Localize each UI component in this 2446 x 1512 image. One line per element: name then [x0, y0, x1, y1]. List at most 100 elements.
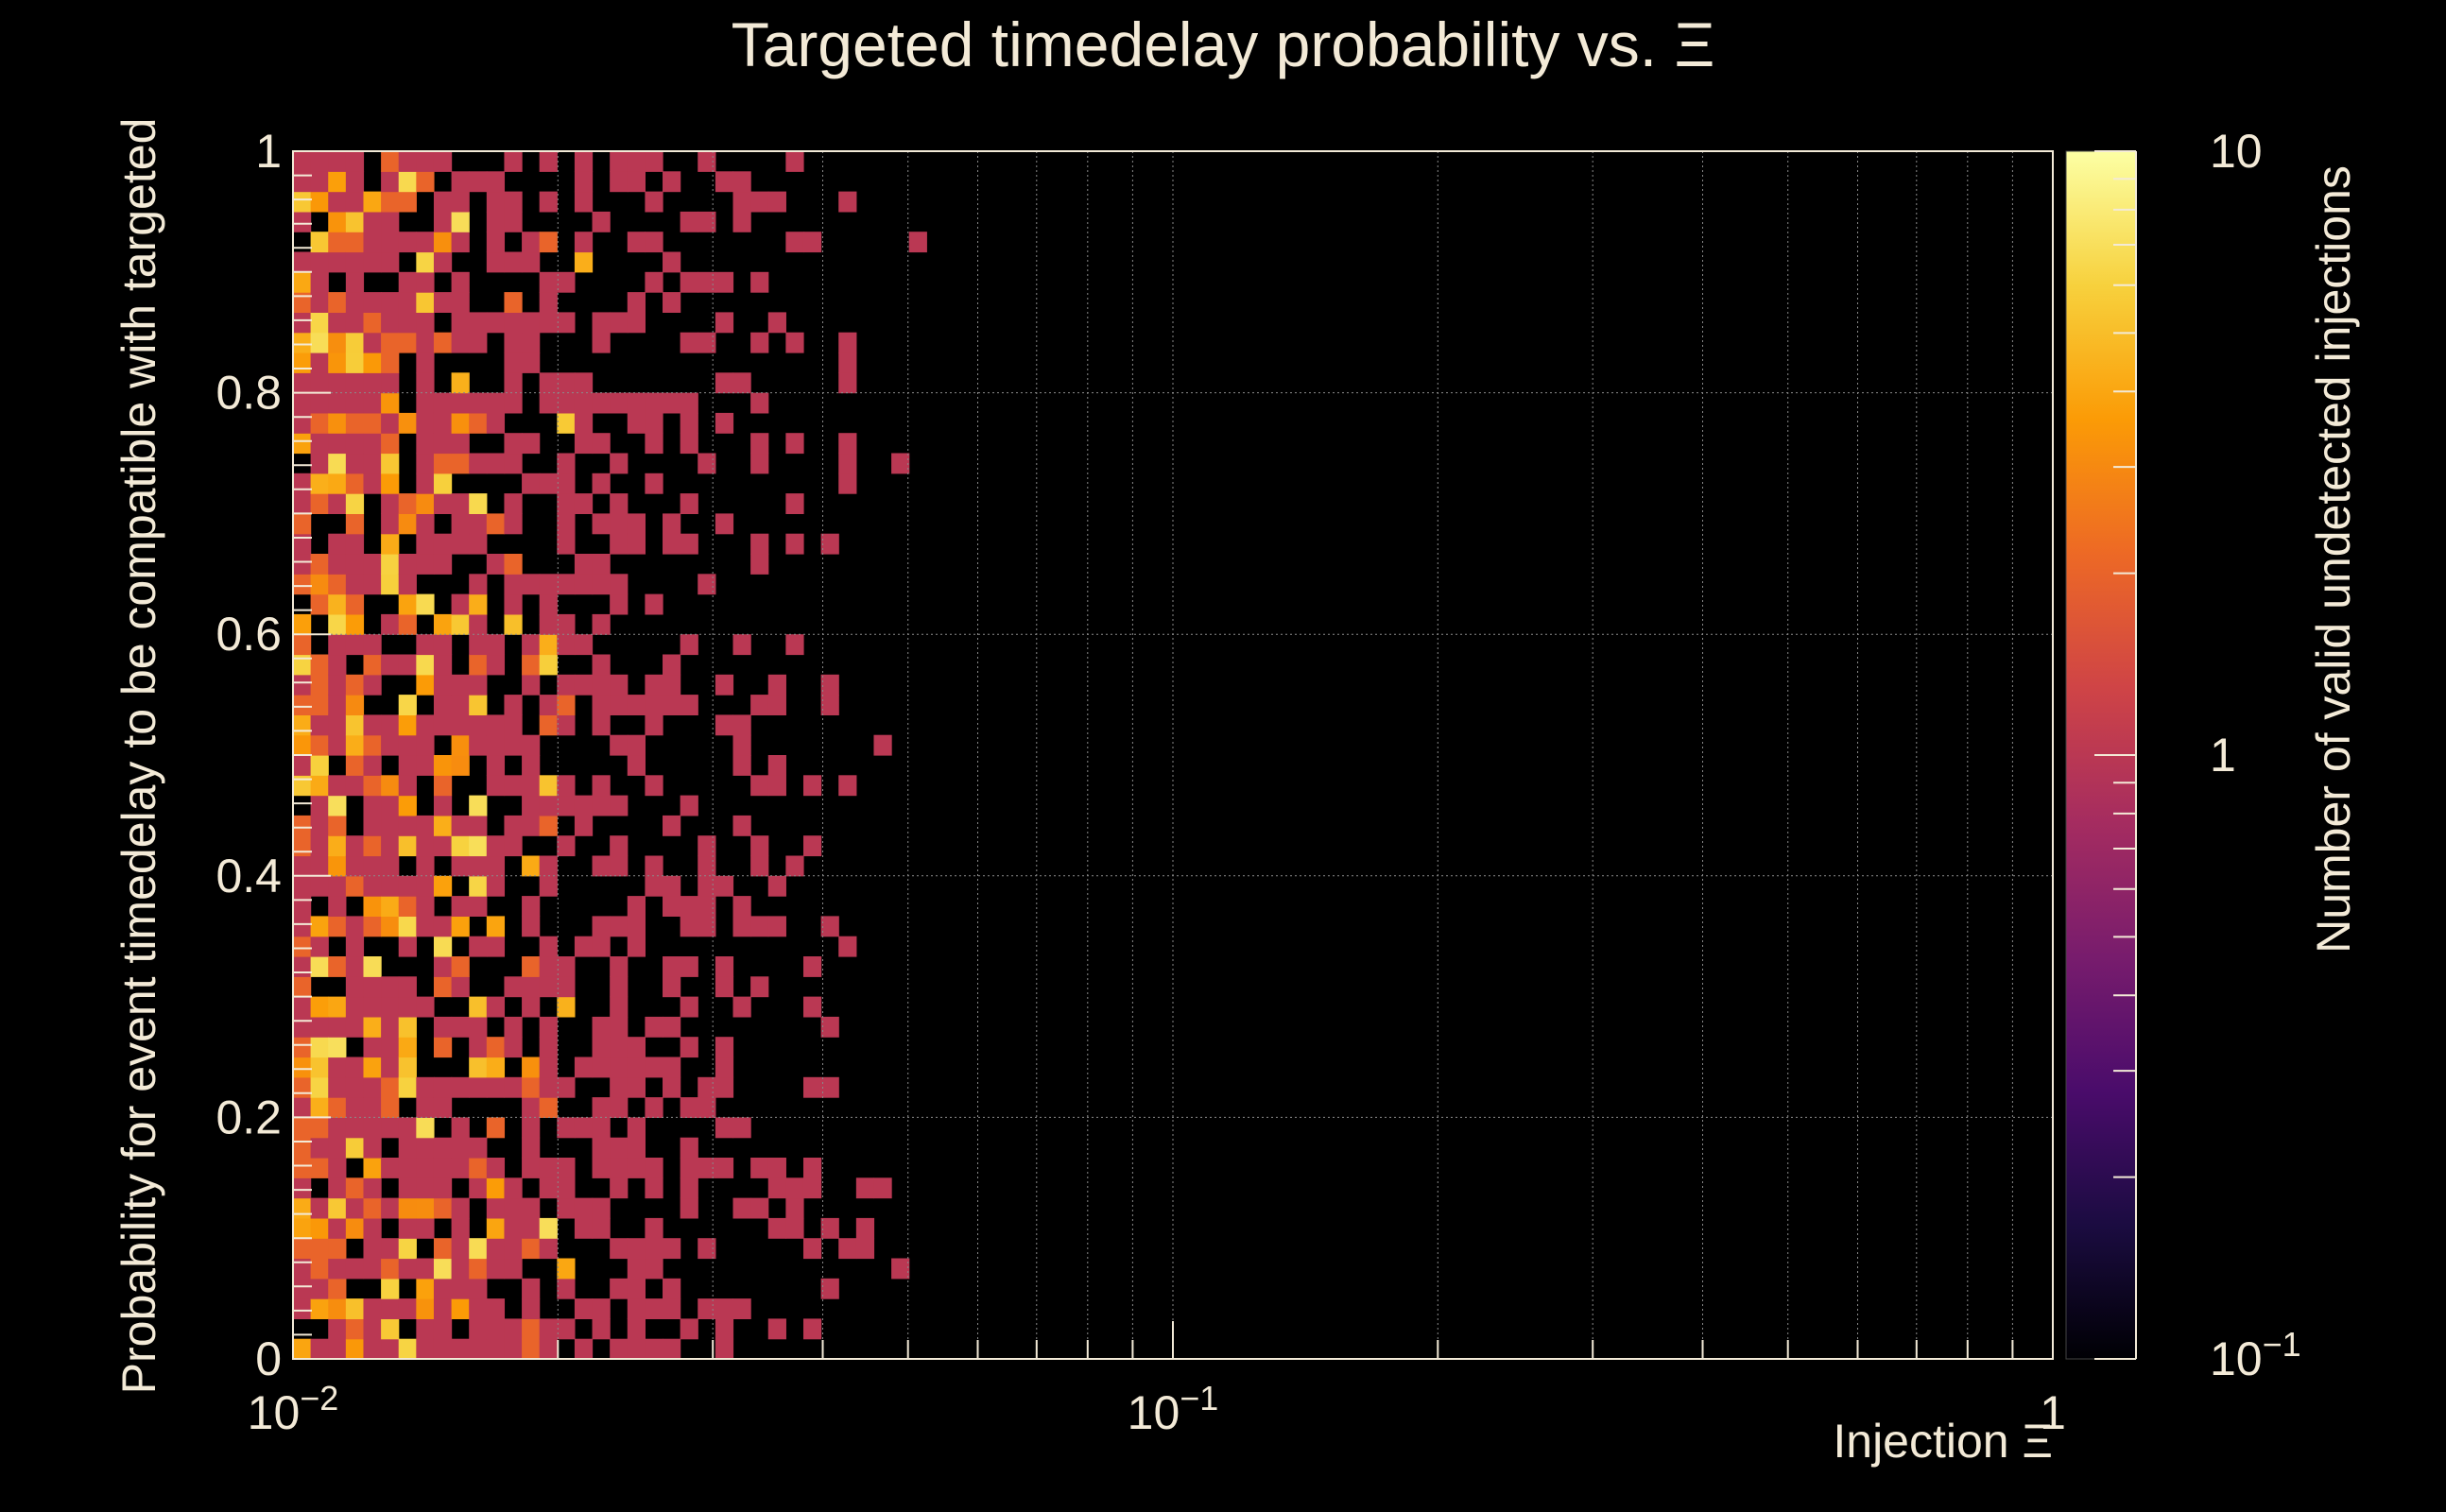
heatmap-cell [328, 1057, 347, 1078]
heatmap-cell [820, 695, 839, 715]
heatmap-cell [680, 1137, 698, 1159]
heatmap-cell [293, 855, 312, 877]
heatmap-cell [522, 896, 541, 917]
heatmap-cell [310, 1097, 329, 1118]
heatmap-cell [522, 815, 541, 836]
heatmap-cell [504, 554, 523, 575]
heatmap-cell [785, 433, 804, 455]
heatmap-cell [469, 493, 488, 514]
heatmap-cell [381, 775, 400, 797]
heatmap-cell [451, 232, 470, 253]
heatmap-cell [610, 976, 629, 998]
heatmap-cell [645, 875, 663, 897]
heatmap-cell [469, 1298, 488, 1319]
heatmap-cell [627, 1338, 646, 1360]
heatmap-cell [592, 1197, 611, 1219]
heatmap-cell [381, 493, 400, 514]
heatmap-cell [451, 815, 470, 836]
heatmap-cell [539, 392, 558, 414]
heatmap-cell [398, 1016, 417, 1038]
heatmap-cell [504, 1258, 523, 1280]
heatmap-cell [522, 976, 541, 998]
heatmap-cell [557, 714, 576, 736]
heatmap-cell [381, 151, 400, 172]
heatmap-cell [451, 1338, 470, 1360]
heatmap-cell [363, 1137, 382, 1159]
heatmap-cell [750, 392, 769, 414]
heatmap-cell [504, 332, 523, 353]
heatmap-cell [767, 312, 786, 334]
heatmap-cell [504, 1037, 523, 1058]
heatmap-cell [328, 896, 347, 917]
heatmap-cell [785, 1217, 804, 1239]
heatmap-cell [645, 775, 663, 797]
heatmap-cell [732, 996, 751, 1018]
heatmap-cell [522, 312, 541, 334]
heatmap-cell [328, 292, 347, 313]
heatmap-cell [416, 1097, 435, 1118]
heatmap-cell [522, 795, 541, 816]
heatmap-cell [469, 1076, 488, 1098]
heatmap-cell [293, 271, 312, 293]
heatmap-cell [522, 916, 541, 937]
heatmap-cell [293, 775, 312, 797]
heatmap-cell [416, 1076, 435, 1098]
heatmap-cell [328, 312, 347, 334]
heatmap-cell [557, 1117, 576, 1139]
heatmap-cell [838, 472, 857, 494]
heatmap-cell [398, 714, 417, 736]
heatmap-cell [715, 412, 734, 434]
heatmap-cell [732, 1298, 751, 1319]
heatmap-cell [610, 1016, 629, 1038]
heatmap-cell [433, 634, 453, 656]
heatmap-cell [293, 513, 312, 535]
heatmap-cell [416, 1197, 435, 1219]
heatmap-cell [750, 191, 769, 213]
heatmap-cell [610, 392, 629, 414]
heatmap-cell [328, 392, 347, 414]
heatmap-cell [293, 916, 312, 937]
heatmap-cell [328, 352, 347, 373]
heatmap-cell [469, 714, 488, 736]
heatmap-cell [610, 312, 629, 334]
heatmap-cell [451, 392, 470, 414]
heatmap-cell [486, 916, 506, 937]
heatmap-cell [680, 1158, 698, 1178]
heatmap-cell [363, 714, 382, 736]
heatmap-cell [522, 251, 541, 273]
heatmap-cell [293, 332, 312, 353]
heatmap-cell [416, 593, 435, 615]
heatmap-cell [610, 533, 629, 555]
heatmap-cell [433, 1298, 453, 1319]
heatmap-cell [433, 211, 453, 232]
heatmap-cell [433, 875, 453, 897]
heatmap-cell [627, 533, 646, 555]
heatmap-cell [767, 1177, 786, 1199]
heatmap-cell [469, 1016, 488, 1038]
heatmap-cell [345, 634, 365, 656]
heatmap-cell [451, 171, 470, 193]
heatmap-cell [732, 755, 751, 776]
heatmap-cell [680, 533, 698, 555]
heatmap-cell [486, 1338, 506, 1360]
heatmap-cell [663, 513, 681, 535]
heatmap-cell [310, 191, 329, 213]
heatmap-cell [732, 191, 751, 213]
heatmap-cell [363, 855, 382, 877]
heatmap-cell [398, 875, 417, 897]
heatmap-cell [663, 533, 681, 555]
heatmap-cell [539, 613, 558, 635]
heatmap-cell [345, 1318, 365, 1340]
heatmap-cell [698, 916, 716, 937]
heatmap-cell [522, 1318, 541, 1340]
heatmap-cell [310, 1338, 329, 1360]
heatmap-cell [416, 634, 435, 656]
heatmap-cell [574, 815, 594, 836]
heatmap-cell [504, 1016, 523, 1038]
heatmap-cell [645, 674, 663, 696]
heatmap-cell [645, 433, 663, 455]
heatmap-cell [522, 574, 541, 595]
heatmap-cell [398, 1298, 417, 1319]
heatmap-cell [645, 855, 663, 877]
heatmap-cell [310, 593, 329, 615]
